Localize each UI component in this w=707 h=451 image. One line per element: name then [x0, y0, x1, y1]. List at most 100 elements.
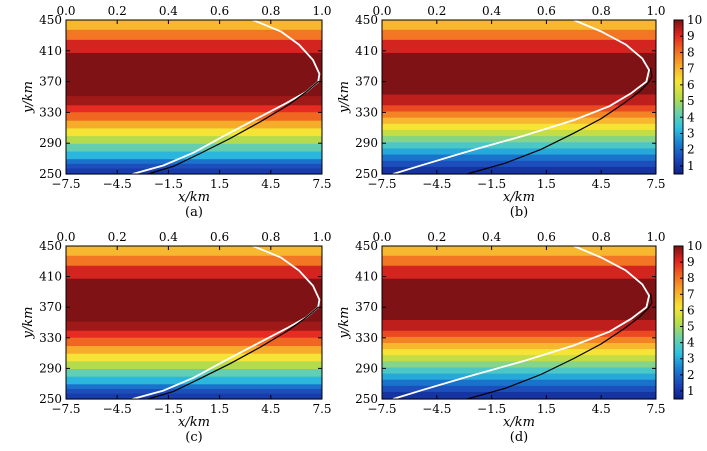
colorbar-segment	[674, 45, 683, 49]
colorbar-segment	[674, 350, 683, 354]
colorbar-segment	[674, 73, 683, 77]
heatmap-band	[382, 360, 656, 368]
x-tick-label: −7.5	[51, 177, 80, 191]
top-tick-label: 0.8	[592, 230, 611, 244]
colorbar-segment	[674, 386, 683, 390]
top-tick-label: 0.2	[108, 230, 127, 244]
colorbar-frame	[673, 19, 684, 175]
colorbar: 1 2 3 4 5 6 7 8 9 10	[673, 239, 702, 400]
heatmap-band	[66, 330, 322, 338]
heatmap-band	[382, 372, 656, 380]
heatmap-band	[382, 160, 656, 167]
colorbar-segment	[674, 120, 683, 124]
heatmap-band	[382, 52, 656, 95]
x-tick-label: −4.5	[422, 402, 451, 416]
heatmap-band	[66, 143, 322, 152]
colorbar-segment	[674, 94, 683, 98]
top-tick-label: 0.2	[427, 4, 446, 18]
heatmap-band	[66, 388, 322, 394]
colorbar-segment	[674, 337, 683, 341]
top-tick-label: 0.0	[56, 230, 75, 244]
x-tick-label: 4.5	[592, 177, 611, 191]
heatmap-band	[66, 52, 322, 97]
colorbar-tick-label: 4	[687, 336, 695, 350]
colorbar-segment	[674, 107, 683, 111]
panel-label: (c)	[185, 430, 202, 445]
colorbar-segment	[674, 396, 683, 400]
x-tick-label: −4.5	[103, 177, 132, 191]
colorbar-tick-label: 2	[687, 143, 695, 157]
colorbar-tick-label: 10	[687, 239, 702, 253]
colorbar-segment	[674, 55, 683, 59]
colorbar-segment	[674, 171, 683, 175]
colorbar-tick-label: 8	[687, 45, 695, 59]
x-tick-label: −1.5	[477, 402, 506, 416]
colorbar-tick-label: 7	[687, 62, 695, 76]
heatmap-band	[382, 147, 656, 155]
colorbar-tick-label: 3	[687, 126, 695, 140]
colorbar-segment	[674, 122, 683, 126]
x-tick-label: −1.5	[154, 177, 183, 191]
heatmap-band	[382, 20, 656, 30]
colorbar-segment	[674, 97, 683, 101]
heatmap-band	[66, 127, 322, 137]
colorbar-tick-label: 9	[687, 255, 695, 269]
y-tick-label: 250	[355, 392, 378, 406]
panel-label: (d)	[510, 430, 528, 445]
x-axis-label: x/km	[178, 190, 210, 205]
colorbar-frame	[673, 245, 684, 400]
colorbar-segment	[674, 256, 683, 260]
y-tick-label: 410	[355, 44, 378, 58]
colorbar-segment	[674, 76, 683, 80]
colorbar-segment	[674, 378, 683, 382]
colorbar-segment	[674, 327, 683, 331]
colorbar-segment	[674, 168, 683, 172]
colorbar-segment	[674, 30, 683, 34]
top-tick-label: 0.8	[592, 4, 611, 18]
colorbar-segment	[674, 363, 683, 367]
colorbar-segment	[674, 294, 683, 298]
y-tick-label: 250	[39, 392, 62, 406]
heatmap-band	[382, 93, 656, 106]
plot-frame	[381, 245, 657, 400]
colorbar-segment	[674, 348, 683, 352]
heatmap-band	[382, 330, 656, 337]
heatmap-band	[382, 255, 656, 266]
x-tick-label: 4.5	[592, 402, 611, 416]
heatmap-band	[382, 319, 656, 331]
colorbar-segment	[674, 376, 683, 380]
y-axis-label: y/km	[21, 307, 36, 340]
top-tick-label: 0.4	[482, 4, 501, 18]
colorbar-segment	[674, 63, 683, 67]
colorbar-segment	[674, 156, 683, 160]
heatmap-band	[66, 392, 322, 400]
top-tick-label: 0.2	[108, 4, 127, 18]
y-axis-label: y/km	[337, 307, 352, 340]
x-tick-label: 1.5	[210, 402, 229, 416]
curve-black	[147, 306, 319, 400]
y-axis-label: y/km	[337, 81, 352, 114]
heatmap-band	[382, 110, 656, 118]
colorbar-segment	[674, 32, 683, 36]
colorbar-segment	[674, 304, 683, 308]
colorbar-tick-label: 7	[687, 287, 695, 301]
y-tick-label: 370	[355, 300, 378, 314]
x-tick-label: −1.5	[477, 177, 506, 191]
colorbar-segment	[674, 81, 683, 85]
heatmap-band	[382, 354, 656, 362]
colorbar-segment	[674, 91, 683, 95]
colorbar-tick-label: 8	[687, 271, 695, 285]
top-tick-label: 0.6	[537, 230, 556, 244]
heatmap-band	[66, 29, 322, 40]
y-tick-label: 290	[355, 136, 378, 150]
x-tick-label: −7.5	[367, 177, 396, 191]
colorbar-segment	[674, 79, 683, 83]
colorbar-segment	[674, 391, 683, 395]
heatmap-band	[66, 345, 322, 354]
heatmap-bands	[66, 246, 322, 400]
colorbar-segment	[674, 279, 683, 283]
colorbar-segment	[674, 322, 683, 326]
colorbar-tick-label: 1	[687, 159, 695, 173]
colorbar-segment	[674, 268, 683, 272]
